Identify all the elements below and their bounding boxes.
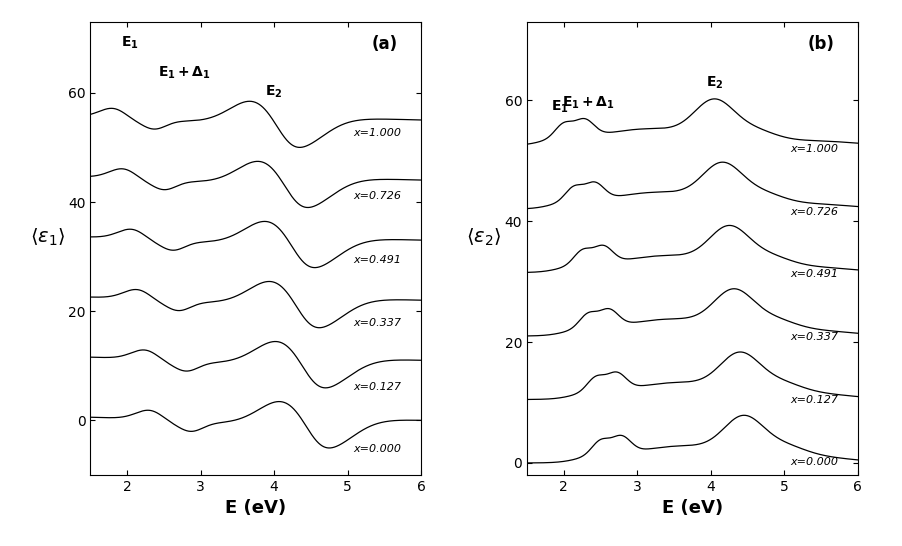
Text: $\mathbf{E_1}$: $\mathbf{E_1}$	[550, 98, 568, 115]
Text: x=0.127: x=0.127	[789, 395, 837, 405]
Text: x=0.726: x=0.726	[789, 207, 837, 217]
Text: x=0.000: x=0.000	[353, 444, 401, 454]
Text: (b): (b)	[807, 35, 833, 54]
X-axis label: E (eV): E (eV)	[661, 500, 723, 518]
Y-axis label: $\langle\varepsilon_2\rangle$: $\langle\varepsilon_2\rangle$	[465, 227, 502, 248]
Text: x=0.726: x=0.726	[353, 191, 401, 201]
Text: x=1.000: x=1.000	[353, 128, 401, 138]
Text: x=0.000: x=0.000	[789, 457, 837, 467]
X-axis label: E (eV): E (eV)	[225, 500, 286, 518]
Text: $\mathbf{E_2}$: $\mathbf{E_2}$	[264, 84, 281, 100]
Text: $\mathbf{E_2}$: $\mathbf{E_2}$	[705, 75, 723, 91]
Text: x=0.491: x=0.491	[789, 270, 837, 280]
Text: x=1.000: x=1.000	[789, 144, 837, 154]
Text: $\mathbf{E_1}$: $\mathbf{E_1}$	[121, 34, 139, 51]
Y-axis label: $\langle\varepsilon_1\rangle$: $\langle\varepsilon_1\rangle$	[30, 227, 65, 248]
Text: x=0.127: x=0.127	[353, 382, 401, 391]
Text: $\mathbf{E_1+\Delta_1}$: $\mathbf{E_1+\Delta_1}$	[561, 94, 613, 111]
Text: x=0.337: x=0.337	[789, 333, 837, 342]
Text: x=0.491: x=0.491	[353, 255, 401, 265]
Text: $\mathbf{E_1+\Delta_1}$: $\mathbf{E_1+\Delta_1}$	[158, 64, 210, 81]
Text: x=0.337: x=0.337	[353, 318, 401, 328]
Text: (a): (a)	[372, 35, 398, 54]
